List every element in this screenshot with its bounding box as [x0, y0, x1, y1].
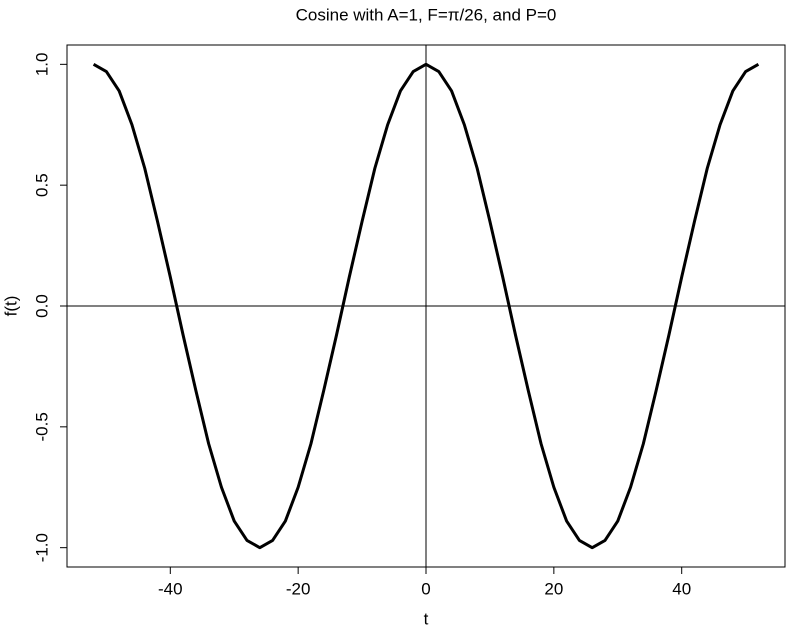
- y-axis-label: f(t): [1, 296, 20, 317]
- data-line: [92, 62, 760, 550]
- x-tick-label: 40: [672, 579, 691, 598]
- chart-title: Cosine with A=1, F=π/26, and P=0: [296, 5, 557, 24]
- x-tick-label: -20: [286, 579, 311, 598]
- x-axis-label: t: [424, 609, 429, 628]
- y-tick-label: 0.5: [32, 173, 51, 197]
- x-tick-label: 0: [421, 579, 430, 598]
- y-tick-label: 0.0: [32, 294, 51, 318]
- x-tick-label: -40: [158, 579, 183, 598]
- y-tick-label: -0.5: [32, 412, 51, 441]
- y-tick-label: -1.0: [32, 533, 51, 562]
- x-tick-label: 20: [544, 579, 563, 598]
- y-tick-label: 1.0: [32, 53, 51, 77]
